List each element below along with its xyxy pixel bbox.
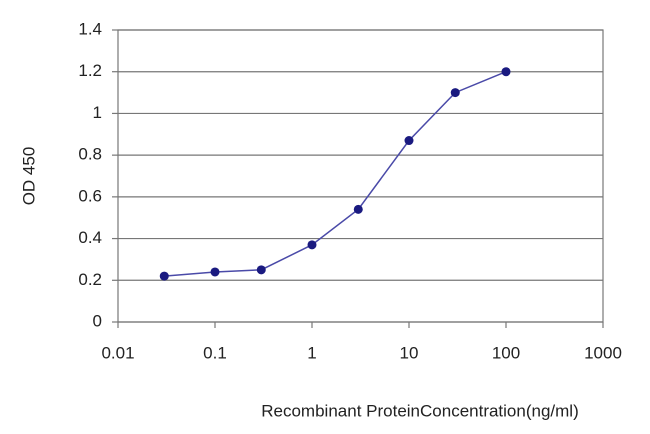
data-point xyxy=(404,136,414,146)
x-tick-label: 0.01 xyxy=(101,343,134,362)
x-tick-label: 1 xyxy=(307,343,316,362)
series-line xyxy=(164,71,507,277)
x-axis-label: Recombinant ProteinConcentration(ng/ml) xyxy=(261,401,579,420)
y-axis-label: OD 450 xyxy=(19,147,38,206)
y-tick-label: 1.2 xyxy=(78,61,102,80)
data-point xyxy=(501,67,511,77)
data-point xyxy=(353,204,363,214)
data-point xyxy=(159,271,169,281)
y-tick-label: 0.6 xyxy=(78,186,102,205)
y-tick-label: 1.4 xyxy=(78,19,102,38)
data-point xyxy=(450,88,460,98)
y-tick-label: 0.8 xyxy=(78,145,102,164)
data-point xyxy=(256,265,266,275)
y-tick-label: 0.4 xyxy=(78,228,102,247)
x-tick-label: 0.1 xyxy=(203,343,227,362)
data-point xyxy=(210,267,220,277)
y-tick-label: 0 xyxy=(93,311,102,330)
y-tick-label: 0.2 xyxy=(78,270,102,289)
x-tick-label: 1000 xyxy=(584,343,622,362)
plot-area xyxy=(117,29,604,323)
x-tick-label: 100 xyxy=(492,343,520,362)
x-tick-label: 10 xyxy=(400,343,419,362)
data-point xyxy=(307,240,317,250)
y-tick-label: 1 xyxy=(93,103,102,122)
